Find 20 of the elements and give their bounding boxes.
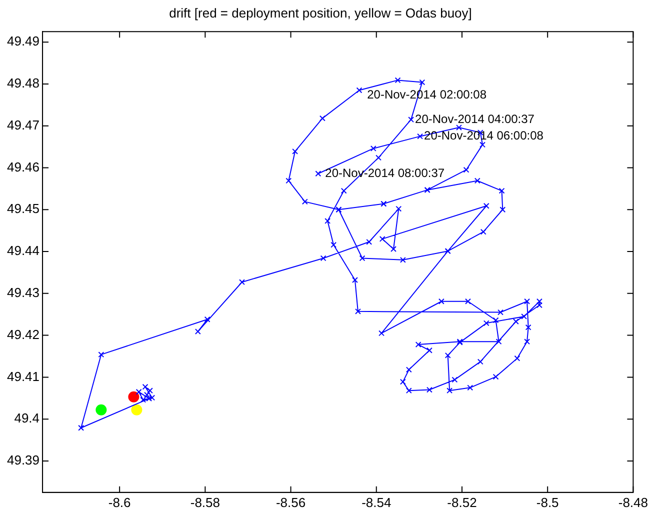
y-tick-label: 49.41: [6, 368, 40, 384]
y-tick-label: 49.45: [6, 201, 40, 216]
chart-title: drift [red = deployment position, yellow = Odas buoy]: [169, 5, 472, 20]
y-tick-label: 49.42: [6, 326, 40, 342]
y-tick-label: 49.49: [6, 34, 40, 49]
x-tick-label: -8.5: [536, 494, 559, 510]
annotation: 20-Nov-2014 04:00:37: [415, 112, 535, 126]
y-tick-label: 49.4: [14, 410, 40, 426]
y-tick-label: 49.44: [6, 243, 40, 258]
y-tick-label: 49.46: [6, 159, 40, 174]
x-tick-label: -8.58: [190, 494, 220, 510]
x-tick-label: -8.48: [618, 494, 648, 510]
y-tick-label: 49.48: [6, 76, 40, 91]
x-tick-label: -8.56: [276, 494, 306, 510]
x-tick-label: -8.54: [362, 494, 392, 510]
x-tick-label: -8.52: [447, 494, 477, 510]
x-tick-label: -8.6: [108, 494, 131, 510]
y-tick-label: 49.43: [6, 284, 40, 300]
y-tick-label: 49.47: [6, 117, 40, 132]
y-tick-label: 49.39: [6, 452, 40, 468]
